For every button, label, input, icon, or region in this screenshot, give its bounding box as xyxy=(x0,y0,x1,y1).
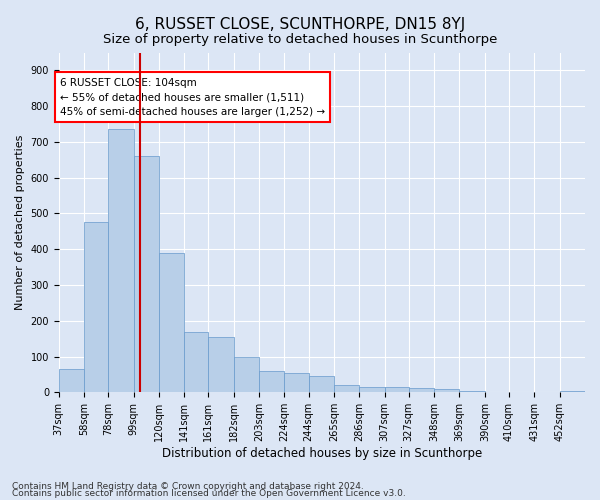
Bar xyxy=(84,222,108,392)
Text: 6, RUSSET CLOSE, SCUNTHORPE, DN15 8YJ: 6, RUSSET CLOSE, SCUNTHORPE, DN15 8YJ xyxy=(135,18,465,32)
Bar xyxy=(108,130,134,392)
Bar xyxy=(560,390,585,392)
Bar xyxy=(334,385,359,392)
Bar xyxy=(284,372,308,392)
Text: Size of property relative to detached houses in Scunthorpe: Size of property relative to detached ho… xyxy=(103,32,497,46)
Bar xyxy=(385,387,409,392)
Bar xyxy=(259,371,284,392)
Bar xyxy=(159,253,184,392)
X-axis label: Distribution of detached houses by size in Scunthorpe: Distribution of detached houses by size … xyxy=(162,447,482,460)
Text: 6 RUSSET CLOSE: 104sqm
← 55% of detached houses are smaller (1,511)
45% of semi-: 6 RUSSET CLOSE: 104sqm ← 55% of detached… xyxy=(60,78,325,117)
Bar xyxy=(234,356,259,392)
Bar xyxy=(434,390,460,392)
Bar xyxy=(134,156,159,392)
Bar xyxy=(59,369,84,392)
Text: Contains HM Land Registry data © Crown copyright and database right 2024.: Contains HM Land Registry data © Crown c… xyxy=(12,482,364,491)
Bar xyxy=(208,337,234,392)
Y-axis label: Number of detached properties: Number of detached properties xyxy=(15,134,25,310)
Bar xyxy=(359,387,385,392)
Bar xyxy=(184,332,208,392)
Bar xyxy=(409,388,434,392)
Bar xyxy=(308,376,334,392)
Text: Contains public sector information licensed under the Open Government Licence v3: Contains public sector information licen… xyxy=(12,489,406,498)
